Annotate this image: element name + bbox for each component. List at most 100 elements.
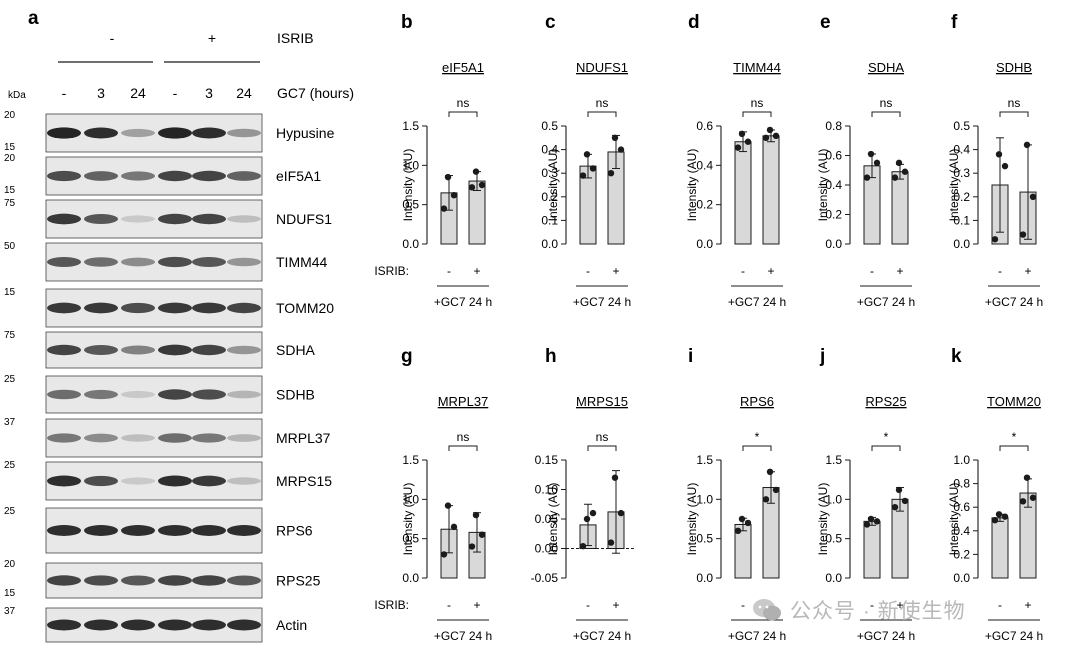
data-point <box>611 474 619 481</box>
y-tick-label: 0.3 <box>953 166 970 180</box>
blot-strip <box>45 562 263 599</box>
x-category-label: - <box>447 598 451 612</box>
data-point <box>873 159 881 167</box>
protein-band <box>121 302 155 314</box>
x-category-label: + <box>1024 598 1031 612</box>
chart-title: MRPL37 <box>438 394 489 409</box>
y-tick-label: 0.0 <box>696 237 713 251</box>
bar-charts: b eIF5A1 0.0 0.5 1.0 1.5 Intensity (AU) - + ns ISR… <box>374 12 1043 643</box>
significance-label: ns <box>751 96 764 110</box>
kda-marker: 37 <box>4 606 16 617</box>
protein-band <box>227 345 261 355</box>
kda-marker: 75 <box>4 330 16 341</box>
bar <box>991 517 1009 579</box>
x-caption: +GC7 24 h <box>434 295 492 309</box>
protein-label: NDUFS1 <box>276 211 332 227</box>
protein-band <box>121 128 155 138</box>
protein-band <box>227 434 261 442</box>
data-point <box>468 184 476 191</box>
significance-label: * <box>1012 430 1017 444</box>
data-point <box>478 181 486 189</box>
significance-bracket <box>999 445 1029 451</box>
kda-marker: 25 <box>4 460 16 471</box>
blot-strip <box>45 331 263 369</box>
data-point <box>450 192 458 199</box>
kda-marker: 15 <box>4 185 16 196</box>
data-point <box>738 130 746 138</box>
x-category-label: + <box>896 598 903 612</box>
y-tick-label: 1.5 <box>402 453 419 467</box>
blot-strip <box>45 375 263 414</box>
chart-g: g MRPL37 0.0 0.5 1.0 1.5 Intensity (AU) - + ns ISR… <box>374 346 492 643</box>
data-point <box>891 174 899 181</box>
chart-title: RPS25 <box>865 394 906 409</box>
x-category-label: + <box>612 264 619 278</box>
protein-band <box>227 171 261 181</box>
y-tick-label: 1.0 <box>402 492 419 506</box>
protein-band <box>227 390 261 399</box>
y-tick-label: 0.4 <box>825 178 842 192</box>
x-category-label: - <box>741 264 745 278</box>
bar <box>863 520 881 579</box>
isrib-minus: - <box>110 30 115 46</box>
protein-band <box>192 213 226 225</box>
protein-label: Hypusine <box>276 125 335 141</box>
x-caption: +GC7 24 h <box>728 629 786 643</box>
data-point <box>1019 231 1027 238</box>
protein-band <box>84 345 118 355</box>
significance-bracket <box>448 445 478 451</box>
protein-band <box>158 344 192 356</box>
isrib-axis-label: ISRIB: <box>374 264 409 278</box>
data-point <box>589 509 597 517</box>
data-point <box>611 134 619 141</box>
x-caption: +GC7 24 h <box>985 629 1043 643</box>
y-tick-label: 1.0 <box>696 492 713 506</box>
y-axis-label: Intensity (AU) <box>816 483 830 556</box>
data-point <box>766 468 774 475</box>
panel-letter-g: g <box>401 346 413 367</box>
data-point <box>579 542 587 550</box>
y-axis-label: Intensity (AU) <box>401 149 415 222</box>
chart-title: TOMM20 <box>987 394 1041 409</box>
protein-band <box>47 389 81 400</box>
panel-letter-j: j <box>819 346 825 367</box>
isrib-plus: + <box>208 30 216 46</box>
data-point <box>901 168 909 175</box>
isrib-label: ISRIB <box>277 30 314 46</box>
y-tick-label: 1.0 <box>402 158 419 172</box>
gc7-lane-label: 3 <box>205 85 213 101</box>
kda-label: kDa <box>8 90 26 101</box>
protein-band <box>84 575 118 586</box>
y-tick-label: 0.5 <box>541 119 558 133</box>
data-point <box>478 531 486 538</box>
protein-band <box>47 575 81 586</box>
data-point <box>762 134 770 141</box>
y-tick-label: 0.2 <box>541 190 558 204</box>
kda-marker: 50 <box>4 241 16 252</box>
x-category-label: - <box>870 264 874 278</box>
protein-band <box>227 302 261 314</box>
y-tick-label: 0.0 <box>402 237 419 251</box>
isrib-axis-label: ISRIB: <box>374 598 409 612</box>
protein-label: SDHA <box>276 342 316 358</box>
protein-band <box>121 434 155 442</box>
data-point <box>772 486 780 494</box>
significance-bracket <box>448 111 478 117</box>
y-tick-label: 0.6 <box>696 119 713 133</box>
y-tick-label: 0.0 <box>541 237 558 251</box>
data-point <box>579 172 587 179</box>
y-tick-label: 0.0 <box>953 237 970 251</box>
y-tick-label: 0.0 <box>825 571 842 585</box>
data-point <box>873 518 881 525</box>
y-tick-label: 0.0 <box>402 571 419 585</box>
protein-band <box>158 170 192 182</box>
protein-band <box>158 525 192 536</box>
data-point <box>617 146 625 153</box>
protein-label: RPS6 <box>276 523 313 539</box>
data-point <box>772 132 780 140</box>
protein-label: TOMM20 <box>276 300 334 316</box>
x-category-label: + <box>896 264 903 278</box>
protein-band <box>158 575 192 586</box>
kda-marker: 15 <box>4 588 16 599</box>
y-tick-label: 0.4 <box>953 524 970 538</box>
